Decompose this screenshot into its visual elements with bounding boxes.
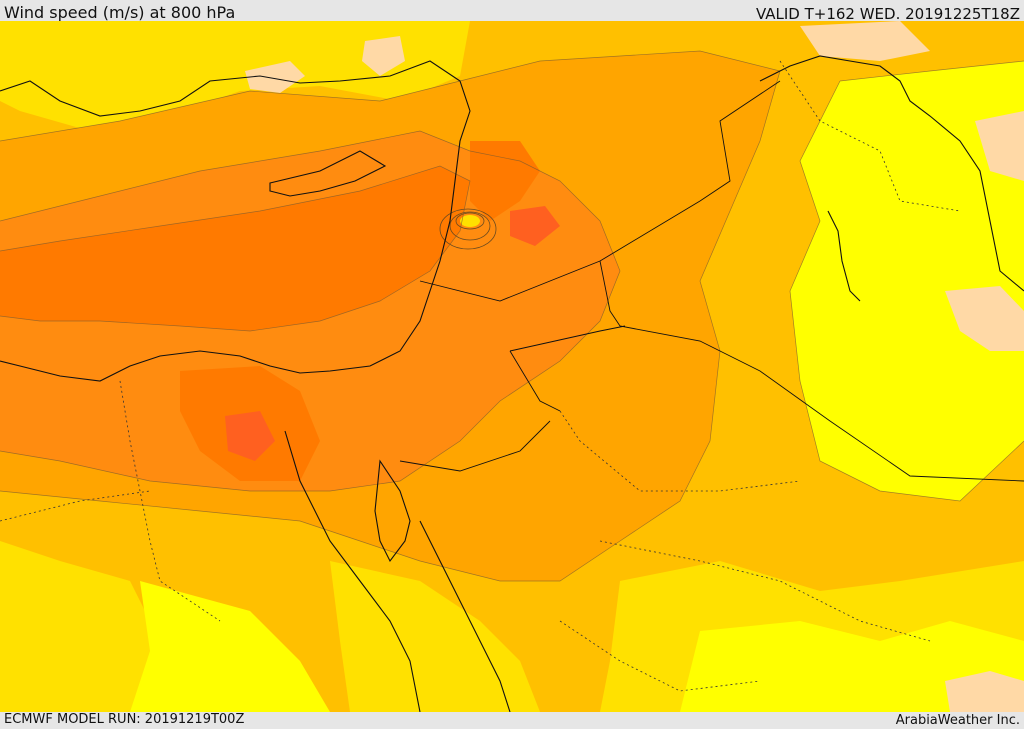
dotted-borders [0,60,961,692]
field-peak-patch [510,206,560,246]
borders [399,80,1024,482]
valid-time: VALID T+162 WED. 20191225T18Z [755,5,1020,23]
field-light-nw [362,36,405,76]
field-light-n [245,61,305,93]
field-light-e1 [945,286,1024,351]
model-run: ECMWF MODEL RUN: 20191219T00Z [4,712,245,727]
map-title: Wind speed (m/s) at 800 hPa [4,3,236,22]
field-very-low-southeast [680,621,1024,712]
field-low-east [790,61,1024,501]
footer-bar: ECMWF MODEL RUN: 20191219T00Z ArabiaWeat… [0,712,1024,729]
map-canvas [0,21,1024,712]
wind-speed-map [0,21,1024,712]
field-low-lebanon [460,215,480,227]
contour-lines [0,50,1024,582]
credit: ArabiaWeather Inc. [895,713,1020,728]
title-bar: Wind speed (m/s) at 800 hPa VALID T+162 … [0,0,1024,23]
field-light-ne [800,21,930,61]
field-max-lebanon [470,141,540,221]
field-low-redsea [330,561,540,712]
field-low-north [0,21,470,131]
contour-rings [439,208,497,250]
field-peak-egypt [225,411,275,461]
field-max-jet [0,166,470,331]
field-light-e2 [975,111,1024,181]
field-low-south [130,581,330,712]
coastlines [0,55,1024,712]
field-light-se [945,671,1024,712]
